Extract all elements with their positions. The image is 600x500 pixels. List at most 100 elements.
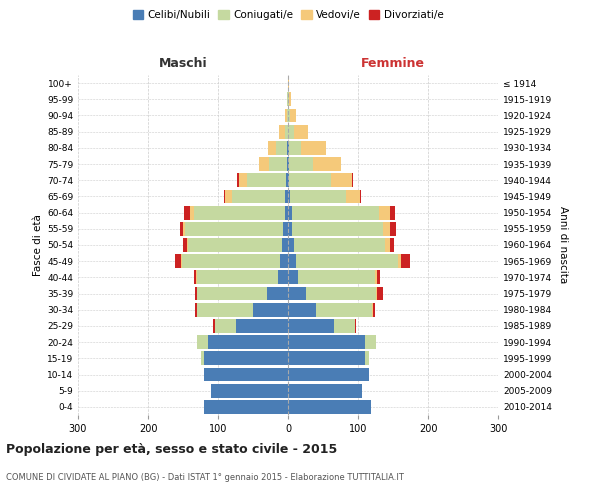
Bar [288, 286, 305, 300]
Bar [183, 238, 187, 252]
Bar [365, 352, 368, 365]
Bar [377, 270, 380, 284]
Bar [253, 303, 288, 316]
Bar [390, 222, 396, 235]
Bar [390, 238, 394, 252]
Bar [182, 254, 280, 268]
Bar [237, 174, 239, 187]
Bar [276, 141, 287, 154]
Y-axis label: Anni di nascita: Anni di nascita [557, 206, 568, 284]
Text: Popolazione per età, sesso e stato civile - 2015: Popolazione per età, sesso e stato civil… [6, 442, 337, 456]
Bar [279, 125, 284, 138]
Bar [284, 125, 288, 138]
Bar [277, 270, 288, 284]
Bar [289, 157, 313, 171]
Bar [204, 352, 288, 365]
Bar [288, 190, 290, 203]
Bar [289, 92, 291, 106]
Bar [293, 238, 385, 252]
Bar [288, 76, 289, 90]
Bar [175, 254, 181, 268]
Bar [179, 222, 183, 235]
Bar [200, 352, 204, 365]
Bar [239, 174, 247, 187]
Bar [288, 368, 368, 382]
Bar [389, 206, 395, 220]
Bar [184, 206, 190, 220]
Bar [292, 206, 379, 220]
Bar [183, 222, 185, 235]
Bar [288, 222, 292, 235]
Bar [268, 141, 276, 154]
Bar [204, 400, 288, 414]
Bar [288, 319, 334, 333]
Bar [288, 206, 292, 220]
Bar [287, 108, 288, 122]
Bar [287, 157, 288, 171]
Bar [360, 190, 361, 203]
Bar [316, 303, 372, 316]
Bar [197, 336, 208, 349]
Bar [373, 303, 375, 316]
Bar [208, 336, 288, 349]
Bar [301, 141, 326, 154]
Bar [193, 206, 284, 220]
Bar [375, 270, 377, 284]
Bar [188, 238, 283, 252]
Bar [398, 254, 401, 268]
Bar [288, 157, 289, 171]
Text: Femmine: Femmine [361, 57, 425, 70]
Bar [187, 238, 188, 252]
Bar [355, 319, 356, 333]
Bar [288, 384, 361, 398]
Bar [224, 190, 225, 203]
Bar [288, 141, 289, 154]
Bar [267, 286, 288, 300]
Bar [352, 174, 353, 187]
Bar [181, 254, 182, 268]
Bar [269, 157, 287, 171]
Text: Maschi: Maschi [158, 57, 208, 70]
Bar [288, 125, 293, 138]
Bar [283, 222, 288, 235]
Bar [288, 270, 298, 284]
Bar [334, 319, 355, 333]
Bar [232, 190, 284, 203]
Bar [377, 286, 383, 300]
Bar [213, 319, 215, 333]
Bar [288, 254, 296, 268]
Legend: Celibi/Nubili, Coniugati/e, Vedovi/e, Divorziati/e: Celibi/Nubili, Coniugati/e, Vedovi/e, Di… [128, 6, 448, 24]
Bar [195, 286, 197, 300]
Text: COMUNE DI CIVIDATE AL PIANO (BG) - Dati ISTAT 1° gennaio 2015 - Elaborazione TUT: COMUNE DI CIVIDATE AL PIANO (BG) - Dati … [6, 472, 404, 482]
Bar [331, 174, 352, 187]
Bar [298, 270, 375, 284]
Bar [305, 286, 376, 300]
Bar [288, 92, 289, 106]
Bar [197, 270, 277, 284]
Bar [185, 222, 283, 235]
Bar [383, 222, 390, 235]
Bar [372, 303, 373, 316]
Bar [197, 286, 267, 300]
Bar [288, 303, 316, 316]
Bar [286, 174, 288, 187]
Bar [288, 108, 290, 122]
Y-axis label: Fasce di età: Fasce di età [33, 214, 43, 276]
Bar [296, 254, 398, 268]
Bar [288, 352, 365, 365]
Bar [225, 190, 232, 203]
Bar [284, 190, 288, 203]
Bar [215, 319, 235, 333]
Bar [194, 270, 196, 284]
Bar [313, 157, 341, 171]
Bar [401, 254, 410, 268]
Bar [235, 319, 288, 333]
Bar [289, 141, 301, 154]
Bar [365, 336, 376, 349]
Bar [283, 238, 288, 252]
Bar [204, 368, 288, 382]
Bar [190, 206, 193, 220]
Bar [195, 303, 197, 316]
Bar [288, 238, 293, 252]
Bar [287, 141, 288, 154]
